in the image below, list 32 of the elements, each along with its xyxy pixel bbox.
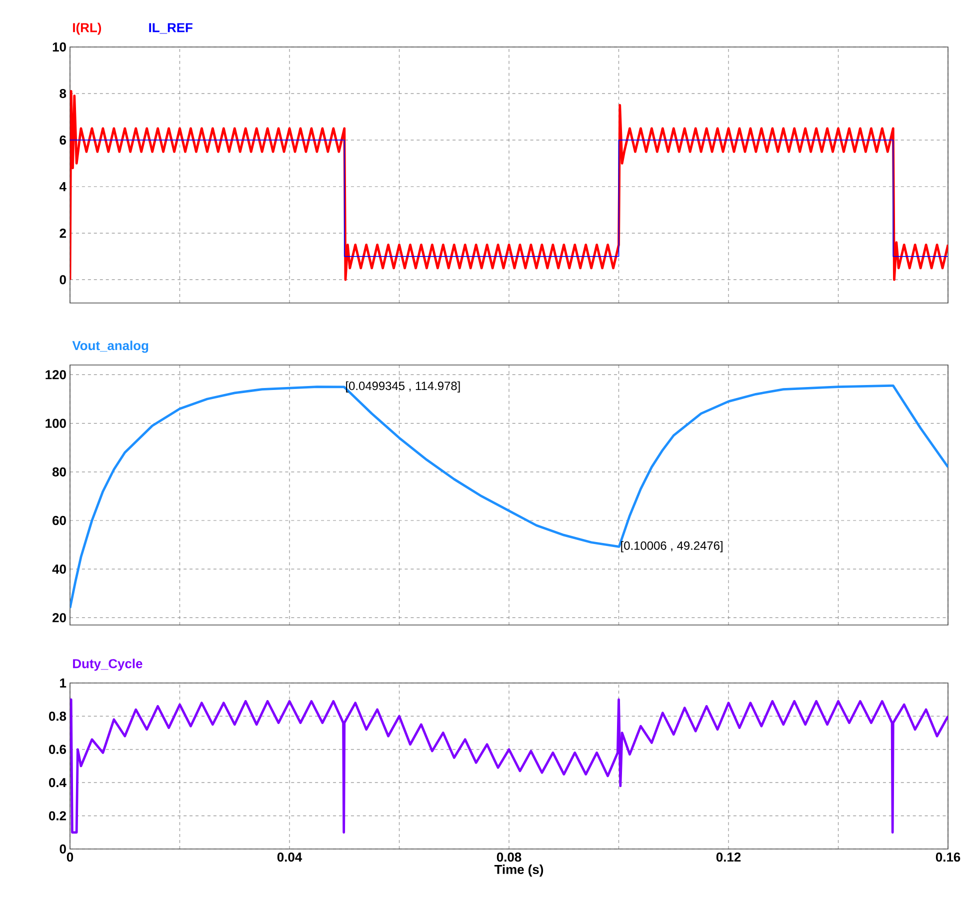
y-tick-label: 0.2 xyxy=(48,811,66,820)
y-tick-label: 10 xyxy=(52,42,66,52)
y-tick-label: 20 xyxy=(52,613,66,622)
y-tick-label: 120 xyxy=(46,370,66,380)
text: Vout_analog xyxy=(72,340,148,353)
line-series xyxy=(70,698,948,834)
y-tick-label: 6 xyxy=(60,135,66,145)
y-tick-label: 0 xyxy=(60,275,66,284)
y-tick-label: 2 xyxy=(60,228,66,238)
y-tick-label: 0 xyxy=(60,844,66,854)
y-tick-label: 40 xyxy=(52,564,66,574)
x-tick-label: 0 xyxy=(66,852,74,862)
x-tick-label: 0.08 xyxy=(496,852,522,862)
x-tick-label: 0.16 xyxy=(936,852,960,862)
y-tick-label: 60 xyxy=(52,516,66,526)
annotation: [0.0499345 , 114.978] xyxy=(346,381,460,392)
x-tick-label: 0.12 xyxy=(716,852,741,862)
text: I(RL) xyxy=(73,22,102,35)
y-tick-label: 0.8 xyxy=(48,712,66,721)
text: Duty_Cycle xyxy=(73,658,142,671)
x-tick-label: 0.04 xyxy=(277,852,302,862)
y-tick-label: 4 xyxy=(59,182,66,192)
y-tick-label: 1 xyxy=(60,678,66,688)
y-tick-label: 80 xyxy=(52,467,66,476)
y-tick-label: 8 xyxy=(60,88,66,98)
line-series xyxy=(70,90,948,281)
y-tick-label: 0.6 xyxy=(48,744,66,754)
annotation: [0.10006 , 49.2476] xyxy=(621,541,722,552)
text: IL_REF xyxy=(149,23,192,34)
x-axis-title: Time (s) xyxy=(494,864,544,877)
y-tick-label: 100 xyxy=(46,418,66,428)
y-tick-label: 0.4 xyxy=(48,778,66,788)
